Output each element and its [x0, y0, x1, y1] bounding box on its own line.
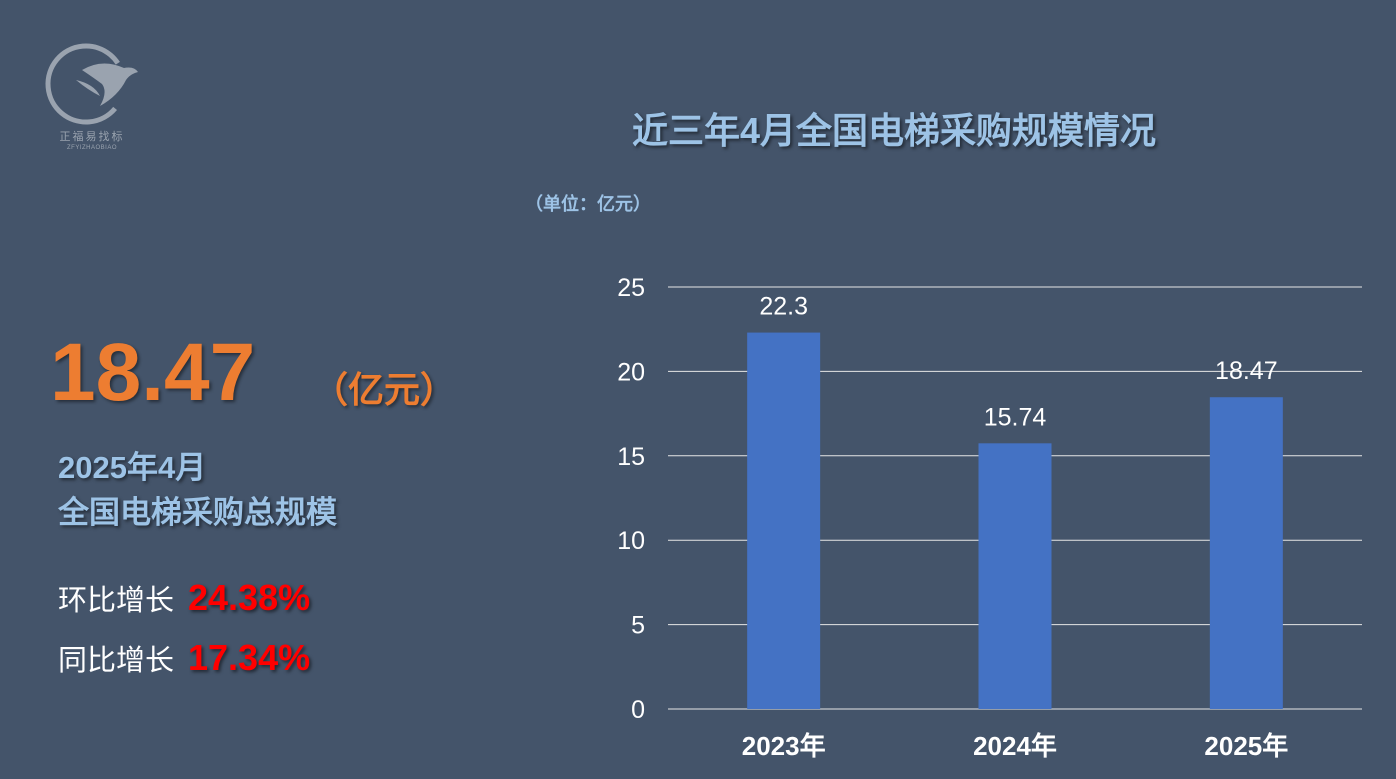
mom-value: 24.38%: [188, 577, 311, 618]
yoy-growth-row: 同比增长 17.34%: [58, 637, 311, 678]
yoy-label: 同比增长: [58, 645, 175, 677]
total-value: 18.47: [50, 327, 256, 418]
x-tick-label: 2023年: [742, 731, 826, 761]
bar-value-label: 22.3: [759, 293, 808, 321]
y-tick-label: 25: [617, 274, 645, 302]
y-tick-label: 10: [617, 527, 645, 555]
y-tick-label: 5: [631, 612, 645, 640]
mom-growth-row: 环比增长 24.38%: [58, 577, 311, 618]
chart-title: 近三年4月全国电梯采购规模情况: [632, 110, 1157, 151]
x-tick-label: 2024年: [973, 731, 1057, 761]
logo-name: 正福易找标: [59, 131, 125, 143]
brand-logo: 正福易找标 ZFYIZHAOBIAO: [42, 40, 142, 160]
summary-period: 2025年4月: [58, 450, 207, 485]
chart-unit-note: （单位：亿元）: [525, 194, 651, 214]
bar-value-label: 18.47: [1215, 357, 1278, 385]
bar-2025年: [1209, 397, 1283, 709]
bar-2023年: [747, 332, 821, 709]
y-tick-label: 15: [617, 443, 645, 471]
logo-subtitle: ZFYIZHAOBIAO: [66, 145, 117, 151]
eagle-logo-icon: [45, 43, 138, 125]
bar-2024年: [978, 443, 1052, 709]
y-tick-label: 20: [617, 358, 645, 386]
summary-description: 全国电梯采购总规模: [58, 495, 337, 530]
bar-value-label: 15.74: [984, 403, 1047, 431]
yoy-value: 17.34%: [188, 637, 311, 678]
mom-label: 环比增长: [58, 585, 175, 617]
y-tick-label: 0: [631, 696, 645, 724]
total-unit: （亿元）: [312, 369, 457, 410]
x-tick-label: 2025年: [1204, 731, 1288, 761]
